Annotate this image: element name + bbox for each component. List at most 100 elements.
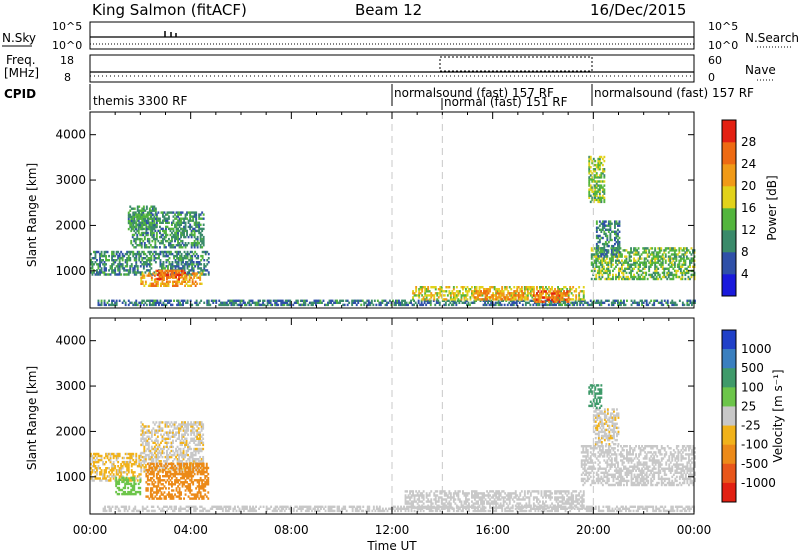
heatmap-cell <box>155 477 158 480</box>
heatmap-cell <box>175 470 178 474</box>
heatmap-cell <box>138 205 141 208</box>
heatmap-cell <box>548 290 550 293</box>
heatmap-cell <box>178 493 181 496</box>
heatmap-cell <box>605 269 608 273</box>
heatmap-cell <box>196 468 199 471</box>
heatmap-cell <box>202 443 205 447</box>
heatmap-cell <box>628 259 631 262</box>
heatmap-cell <box>545 290 547 293</box>
heatmap-cell <box>118 471 121 474</box>
heatmap-cell <box>147 284 150 287</box>
heatmap-cell <box>167 254 169 258</box>
heatmap-cell <box>141 257 144 260</box>
heatmap-cell <box>147 227 150 231</box>
heatmap-cell <box>188 252 191 256</box>
heatmap-cell <box>487 290 490 293</box>
heatmap-cell <box>521 299 524 302</box>
heatmap-cell <box>660 301 663 304</box>
heatmap-cell <box>126 259 129 262</box>
heatmap-cell <box>612 303 615 307</box>
heatmap-cell <box>130 207 133 210</box>
heatmap-cell <box>178 427 180 430</box>
heatmap-cell <box>669 259 672 262</box>
heatmap-cell <box>160 493 163 496</box>
heatmap-cell <box>482 303 485 307</box>
heatmap-cell <box>478 292 481 295</box>
heatmap-cell <box>141 272 144 275</box>
heatmap-cell <box>618 273 620 277</box>
heatmap-cell <box>154 207 157 210</box>
heatmap-cell <box>366 299 369 302</box>
velocity-cells <box>90 384 696 513</box>
heatmap-cell <box>637 277 640 281</box>
heatmap-cell <box>679 257 682 260</box>
heatmap-cell <box>153 451 156 455</box>
heatmap-cell <box>165 495 167 498</box>
heatmap-cell <box>582 292 585 295</box>
heatmap-cell <box>168 211 170 214</box>
heatmap-cell <box>559 303 562 307</box>
heatmap-cell <box>126 469 129 472</box>
heatmap-cell <box>163 451 165 455</box>
heatmap-cell <box>248 299 251 302</box>
heatmap-cell <box>154 468 157 472</box>
heatmap-cell <box>427 288 430 291</box>
heatmap-cell <box>150 429 153 432</box>
heatmap-cell <box>449 292 452 295</box>
heatmap-cell <box>520 298 523 301</box>
heatmap-cell <box>692 259 694 262</box>
heatmap-cell <box>654 277 657 281</box>
heatmap-cell <box>159 479 161 482</box>
heatmap-cell <box>514 292 517 295</box>
heatmap-cell <box>148 479 151 482</box>
heatmap-cell <box>143 507 146 510</box>
heatmap-cell <box>176 280 179 283</box>
heatmap-cell <box>462 288 464 291</box>
heatmap-cell <box>175 489 178 492</box>
heatmap-cell <box>145 475 148 478</box>
heatmap-cell <box>615 255 617 258</box>
heatmap-cell <box>198 227 201 231</box>
heatmap-cell <box>131 484 134 488</box>
heatmap-cell <box>125 482 128 486</box>
heatmap-cell <box>607 275 610 279</box>
heatmap-cell <box>546 296 549 299</box>
heatmap-cell <box>594 176 597 179</box>
heatmap-cell <box>193 470 196 473</box>
heatmap-cell <box>469 288 472 291</box>
nsky-frame <box>89 21 695 50</box>
heatmap-cell <box>167 265 169 268</box>
heatmap-cell <box>598 196 601 199</box>
heatmap-cell <box>550 303 553 307</box>
heatmap-cell <box>642 267 645 270</box>
heatmap-cell <box>123 269 126 272</box>
heatmap-cell <box>183 265 186 268</box>
heatmap-cell <box>193 227 196 231</box>
heatmap-cell <box>111 269 113 272</box>
heatmap-cell <box>174 483 176 486</box>
heatmap-cell <box>461 301 464 304</box>
heatmap-cell <box>163 231 166 235</box>
heatmap-cell <box>688 303 690 307</box>
heatmap-cell <box>164 468 167 471</box>
heatmap-cell <box>313 299 316 302</box>
heatmap-cell <box>633 263 635 266</box>
heatmap-cell <box>183 269 186 272</box>
heatmap-cell <box>171 246 173 249</box>
heatmap-cell <box>600 198 603 202</box>
heatmap-cell <box>136 303 139 307</box>
heatmap-cell <box>151 225 154 229</box>
heatmap-cell <box>172 235 175 239</box>
heatmap-cell <box>171 244 173 247</box>
heatmap-cell <box>146 453 149 457</box>
heatmap-cell <box>633 273 635 277</box>
heatmap-cell <box>147 269 150 272</box>
heatmap-cell <box>178 497 181 500</box>
heatmap-cell <box>186 485 188 488</box>
heatmap-cell <box>100 267 103 270</box>
heatmap-cell <box>121 252 124 256</box>
heatmap-cell <box>161 429 164 432</box>
heatmap-cell <box>186 252 189 256</box>
heatmap-cell <box>142 250 145 254</box>
heatmap-cell <box>160 221 163 224</box>
